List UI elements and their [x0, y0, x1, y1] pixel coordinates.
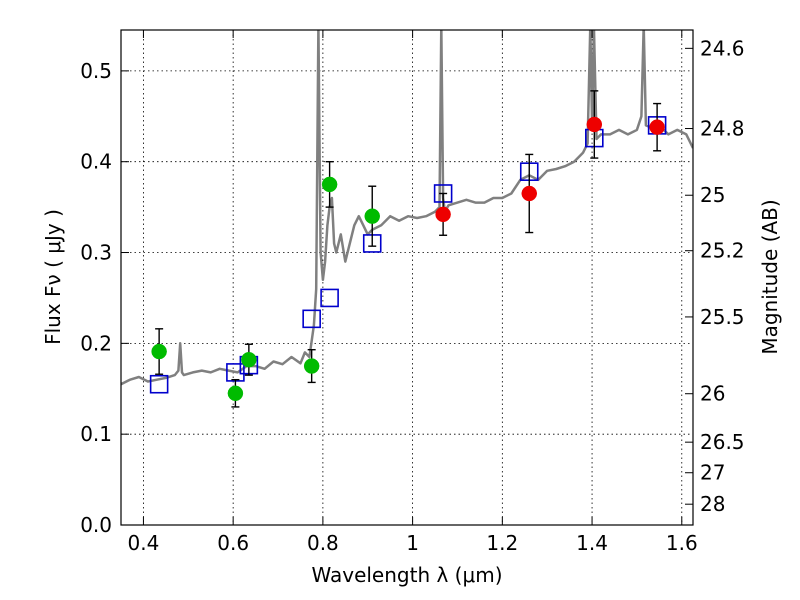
plot-frame: [120, 29, 694, 526]
x-axis-label: Wavelength λ (μm): [311, 563, 502, 587]
magnitude-tick-label: 25.2: [700, 239, 745, 263]
observed-point: [151, 343, 167, 360]
y-axis-right-label: Magnitude (AB): [758, 199, 782, 354]
y-axis-label: Flux Fν ( μJy ): [41, 209, 65, 345]
y-tick-label: 0.3: [80, 241, 112, 265]
observed-point: [364, 208, 380, 224]
model-square-marker: [320, 288, 339, 308]
x-tick-label: 0.6: [217, 531, 249, 555]
spectrum-line: [121, 30, 693, 386]
x-tick-label: 1: [406, 531, 419, 555]
observed-point: [649, 119, 665, 135]
y-tick-label: 0.5: [80, 59, 112, 83]
x-tick-label: 1.4: [576, 531, 608, 555]
x-tick-label: 1.6: [666, 531, 698, 555]
data-layer: [121, 30, 693, 408]
plot-background: [121, 30, 693, 525]
magnitude-tick-label: 24.6: [700, 36, 745, 60]
observed-point: [435, 206, 451, 223]
x-tick-label: 1.2: [486, 531, 518, 555]
y-tick-label: 0.2: [80, 331, 112, 355]
observed-point: [521, 185, 538, 202]
grid: [121, 30, 693, 526]
y-tick-label: 0.1: [80, 422, 112, 446]
x-tick-label: 0.4: [128, 531, 160, 555]
model-square-marker: [302, 309, 321, 329]
observed-point: [227, 385, 244, 402]
observed-point: [321, 176, 338, 193]
magnitude-tick-label: 26.5: [700, 430, 745, 454]
x-tick-label: 0.8: [307, 531, 339, 555]
model-square-marker: [149, 374, 169, 394]
magnitude-tick-label: 24.8: [700, 117, 745, 141]
magnitude-tick-label: 28: [700, 492, 725, 516]
observed-point: [586, 116, 603, 133]
magnitude-tick-label: 25: [700, 183, 725, 207]
observed-point: [303, 358, 320, 374]
observed-point: [241, 351, 257, 368]
ticks: 0.4 0.6 0.8 1 1.2 1.4 1.6 0.0 0.1 0.2 0.3 0.4 0.5 24.…: [80, 30, 745, 555]
magnitude-tick-label: 27: [700, 461, 725, 485]
y-tick-label: 0.4: [80, 150, 112, 174]
magnitude-tick-label: 25.5: [700, 305, 745, 329]
magnitude-tick-label: 26: [700, 382, 725, 406]
y-tick-label: 0.0: [80, 513, 112, 537]
